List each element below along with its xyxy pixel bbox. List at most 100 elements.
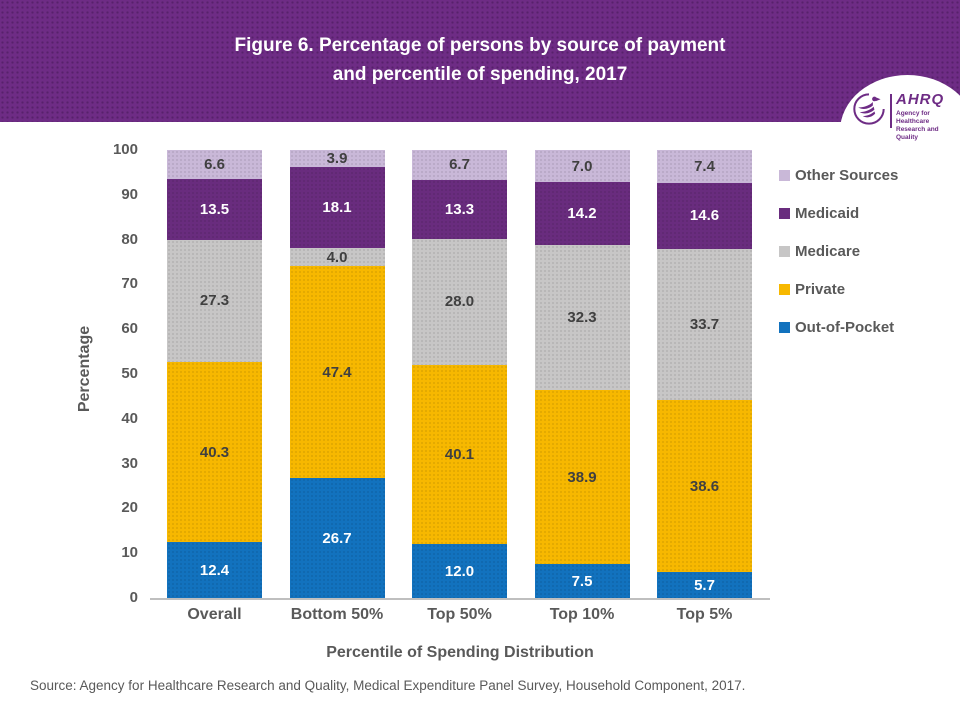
y-tick-label: 30 [121,454,138,472]
bar-segment-private: 38.6 [657,399,752,573]
legend: Other Sources Medicaid Medicare Private Out-… [779,166,898,356]
stacked-bar-overall: 12.4 40.3 27.3 13.5 6.6 [167,149,262,598]
bar-segment-out-of-pocket: 12.0 [412,544,507,598]
legend-swatch [779,321,790,333]
legend-label: Medicare [795,242,861,260]
x-category-label: Overall [187,606,242,623]
bar-segment-medicaid: 14.6 [657,183,752,249]
data-label: 32.3 [567,309,597,327]
data-label: 33.7 [689,315,720,333]
legend-item-other-sources: Other Sources [779,166,898,184]
bar-segment-medicaid: 18.1 [289,167,385,249]
ahrq-wordmark: AHRQ [896,91,945,108]
bar-segment-other-sources: 7.4 [657,150,752,184]
data-label: 7.0 [571,157,593,175]
ahrq-logo: AHRQ Agency for Healthcare Research and … [896,92,960,142]
bar-segment-private: 38.9 [534,390,630,565]
bar-segment-private: 40.3 [167,361,262,543]
source-note: Source: Agency for Healthcare Research a… [30,678,746,693]
legend-item-medicare: Medicare [779,242,898,260]
legend-item-private: Private [779,280,898,298]
data-label: 18.1 [322,199,352,217]
stacked-bar-top-10-: 7.5 38.9 32.3 14.2 7.0 [534,150,630,598]
data-label: 6.7 [449,156,470,174]
legend-swatch [779,283,790,295]
ahrq-tagline: Agency for Healthcare Research and Quali… [896,110,939,141]
y-tick-label: 80 [121,230,138,248]
data-label: 3.9 [326,149,348,167]
logo-divider [890,94,892,128]
bar-segment-out-of-pocket: 7.5 [534,564,630,598]
bar-segment-medicaid: 13.3 [412,179,507,240]
data-label: 12.0 [444,562,475,580]
legend-swatch [779,169,790,181]
y-tick-label: 90 [121,185,138,203]
data-label: 13.5 [199,200,230,218]
data-label: 27.3 [199,292,230,310]
header-banner: Figure 6. Percentage of persons by sourc… [0,0,960,122]
data-label: 13.3 [444,200,475,218]
x-axis-title: Percentile of Spending Distribution [326,644,594,661]
bar-segment-medicare: 27.3 [167,239,262,362]
plot-area: 0 10 20 30 40 50 60 70 80 90 100 12.4 40.3 27.3 13.5 6.… [113,141,770,623]
legend-label: Other Sources [795,166,899,184]
bar-segment-out-of-pocket: 5.7 [657,572,752,598]
figure-title-line1: Figure 6. Percentage of persons by sourc… [234,35,726,56]
bar-segment-medicare: 33.7 [657,248,752,400]
data-label: 26.7 [322,529,352,547]
data-label: 38.6 [689,477,720,495]
data-label: 14.2 [567,205,597,223]
bar-segment-private: 40.1 [412,364,507,545]
bar-segment-private: 47.4 [289,266,385,479]
stacked-bar-bottom-50-: 26.7 47.4 4.0 18.1 3.9 [289,149,385,598]
hhs-eagle-icon [853,93,885,125]
figure-title-line2: and percentile of spending, 2017 [332,64,628,85]
data-label: 12.4 [199,561,230,579]
x-category-label: Top 10% [549,606,615,623]
data-label: 4.0 [326,248,348,266]
legend-item-out-of-pocket: Out-of-Pocket [779,318,898,336]
data-label: 40.3 [199,443,230,461]
bar-segment-out-of-pocket: 12.4 [167,542,262,598]
y-tick-label: 100 [112,141,138,158]
bar-segment-medicare: 4.0 [289,248,385,267]
data-label: 14.6 [689,207,720,225]
bar-segment-other-sources: 6.7 [412,149,507,180]
data-label: 6.6 [204,155,225,173]
bar-segment-medicaid: 14.2 [534,181,630,246]
legend-label: Private [795,280,846,298]
logo-ellipse [840,75,960,187]
y-tick-label: 10 [121,544,138,562]
y-tick-label: 50 [121,365,138,382]
y-tick-label: 60 [121,320,138,338]
bar-segment-medicare: 32.3 [534,245,630,391]
stacked-bar-top-5-: 5.7 38.6 33.7 14.6 7.4 [657,150,752,598]
bar-segment-other-sources: 6.6 [167,149,262,180]
legend-item-medicaid: Medicaid [779,204,898,222]
data-label: 5.7 [694,576,715,594]
bar-segment-out-of-pocket: 26.7 [289,478,385,598]
data-label: 7.4 [694,158,715,176]
bar-segment-other-sources: 3.9 [289,149,385,168]
x-category-label: Top 5% [676,606,733,623]
legend-label: Out-of-Pocket [795,318,895,336]
stacked-bar-top-50-: 12.0 40.1 28.0 13.3 6.7 [412,149,507,598]
y-tick-label: 40 [121,409,138,427]
data-label: 28.0 [444,293,475,311]
data-label: 38.9 [567,468,597,486]
bar-segment-other-sources: 7.0 [534,150,630,182]
y-tick-label: 20 [121,499,138,517]
x-category-label: Bottom 50% [290,606,384,623]
bar-segment-medicare: 28.0 [412,239,507,365]
legend-swatch [779,245,790,257]
bar-segment-medicaid: 13.5 [167,179,262,240]
data-label: 40.1 [444,445,475,463]
x-category-label: Top 50% [427,606,492,623]
data-label: 7.5 [571,572,593,590]
data-label: 47.4 [322,363,352,381]
legend-label: Medicaid [795,204,860,222]
legend-swatch [779,207,790,219]
y-tick-label: 0 [129,589,138,606]
figure-title: Figure 6. Percentage of persons by sourc… [0,0,960,89]
